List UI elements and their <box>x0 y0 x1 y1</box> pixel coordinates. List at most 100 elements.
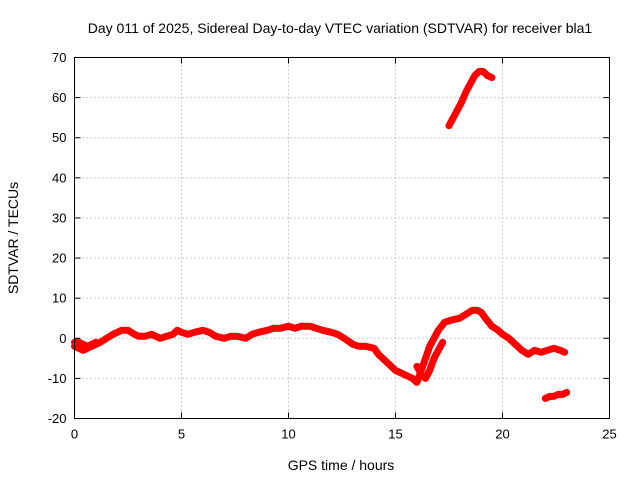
x-tick-label: 10 <box>281 427 295 442</box>
data-point-main-band <box>319 327 326 334</box>
data-point-main-band <box>141 333 149 340</box>
data-point-main-band <box>355 343 363 350</box>
data-point-main-band <box>550 345 558 352</box>
data-point-high-arc <box>445 122 453 129</box>
x-tick-label: 15 <box>388 427 402 442</box>
data-point-main-band <box>306 323 314 330</box>
data-point-main-band <box>477 309 485 316</box>
data-point-main-band <box>313 325 320 332</box>
data-point-early-branch <box>92 339 100 346</box>
data-point-main-band <box>512 341 519 348</box>
y-tick-label: -10 <box>48 371 67 386</box>
data-point-main-band <box>227 333 234 340</box>
data-point-main-band <box>505 335 513 342</box>
data-point-main-band <box>178 329 185 336</box>
data-point-main-band <box>248 331 256 338</box>
data-point-main-band <box>276 325 284 332</box>
data-point-main-band <box>383 359 391 366</box>
data-point-main-band <box>362 343 369 350</box>
x-tick-label: 20 <box>495 427 509 442</box>
data-point-dip-branch <box>435 347 442 354</box>
x-tick-label: 25 <box>602 427 616 442</box>
data-point-dip-branch <box>422 375 429 382</box>
data-point-main-band <box>370 345 378 352</box>
data-point-main-band <box>184 331 192 338</box>
series-main-band <box>71 306 569 386</box>
data-point-main-band <box>495 327 502 334</box>
data-point-main-band <box>447 317 455 324</box>
data-point-high-arc <box>467 80 474 87</box>
data-point-high-arc <box>458 98 466 105</box>
data-point-dip-branch <box>430 355 438 362</box>
data-point-low-segment <box>563 389 570 396</box>
y-tick-label: 10 <box>52 291 66 306</box>
data-point-main-band <box>456 315 463 322</box>
data-point-high-arc <box>488 74 495 81</box>
data-point-main-band <box>163 333 170 340</box>
data-point-main-band <box>482 315 489 322</box>
data-point-dip-branch <box>426 367 433 374</box>
data-point-main-band <box>430 335 438 342</box>
y-axis-label: SDTVAR / TECUs <box>5 182 21 294</box>
data-point-main-band <box>221 335 228 342</box>
data-point-main-band <box>426 343 433 350</box>
data-point-main-band <box>291 325 299 332</box>
data-point-main-band <box>233 333 241 340</box>
y-tick-label: 50 <box>52 130 66 145</box>
data-point-main-band <box>422 355 429 362</box>
data-point-main-band <box>561 349 568 356</box>
data-point-main-band <box>135 333 142 340</box>
x-axis-label: GPS time / hours <box>288 457 395 473</box>
y-tick-label: 40 <box>52 170 66 185</box>
data-point-main-band <box>435 327 442 334</box>
data-point-main-band <box>334 331 341 338</box>
data-point-main-band <box>206 329 213 336</box>
data-point-main-band <box>499 331 506 338</box>
data-point-high-arc <box>480 68 487 75</box>
data-point-main-band <box>199 327 207 334</box>
data-point-main-band <box>270 325 277 332</box>
y-tick-label: 70 <box>52 50 66 65</box>
data-point-main-band <box>263 327 271 334</box>
data-point-high-arc <box>454 106 461 113</box>
data-point-main-band <box>379 355 386 362</box>
data-point-main-band <box>156 335 164 342</box>
data-point-high-arc <box>450 114 457 121</box>
data-point-main-band <box>340 335 348 342</box>
x-tick-label: 0 <box>71 427 78 442</box>
data-point-main-band <box>349 341 356 348</box>
plot-frame <box>74 57 610 419</box>
y-tick-label: 0 <box>59 331 66 346</box>
x-tick-label: 5 <box>178 427 185 442</box>
data-point-main-band <box>148 331 155 338</box>
y-tick-label: 20 <box>52 251 66 266</box>
data-point-main-band <box>255 329 262 336</box>
data-point-main-band <box>388 363 395 370</box>
data-point-main-band <box>375 351 382 358</box>
data-point-main-band <box>328 329 335 336</box>
data-point-main-band <box>441 319 448 326</box>
y-tick-label: 30 <box>52 210 66 225</box>
data-point-main-band <box>212 333 219 340</box>
data-point-main-band <box>124 327 132 334</box>
data-point-main-band <box>169 331 177 338</box>
data-point-main-band <box>462 311 470 318</box>
data-point-main-band <box>409 375 416 382</box>
data-point-main-band <box>488 323 495 330</box>
data-point-main-band <box>544 347 551 354</box>
data-point-main-band <box>285 323 292 330</box>
data-point-main-band <box>103 335 110 342</box>
data-point-main-band <box>413 379 421 386</box>
data-point-main-band <box>537 349 545 356</box>
data-point-main-band <box>531 347 538 354</box>
data-point-high-arc <box>462 88 470 95</box>
data-point-main-band <box>518 347 525 354</box>
axis-ticks: 0 5 10 15 20 25 -20 -10 0 10 20 30 40 50 60 70 <box>48 50 617 442</box>
data-point-dip-branch <box>413 363 421 370</box>
data-point-main-band <box>524 351 532 358</box>
data-point-dip-branch <box>439 339 446 346</box>
grid-lines <box>74 57 610 419</box>
data-point-main-band <box>298 323 305 330</box>
y-tick-label: -20 <box>48 411 67 426</box>
